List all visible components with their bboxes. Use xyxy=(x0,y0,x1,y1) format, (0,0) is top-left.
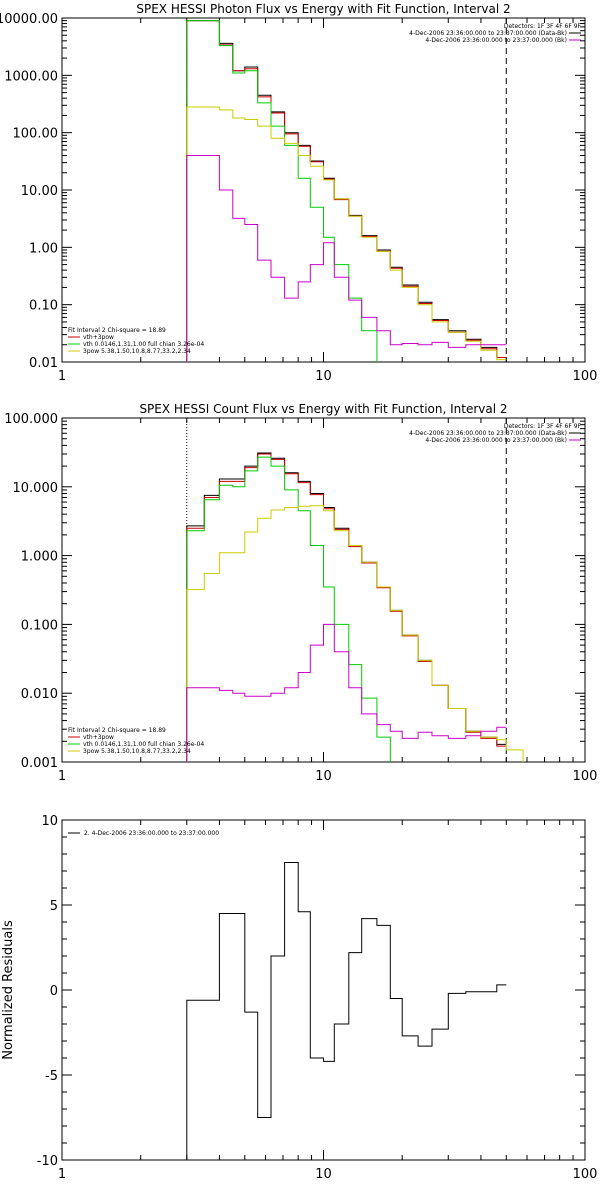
y-tick-label: 0.100 xyxy=(21,618,58,633)
y-tick-label: 10.000 xyxy=(13,481,59,496)
chart-panel-2: SPEX HESSI Count Flux vs Energy with Fit… xyxy=(4,402,597,784)
legend-entry-label: 4-Dec-2006 23:36:00.000 to 23:37:00.000 … xyxy=(425,437,567,444)
y-tick-label: 10.00 xyxy=(21,184,58,199)
x-tick-label: 1 xyxy=(58,769,66,784)
legend-fit-header: Fit Interval 2 Chi-square = 18.89 xyxy=(68,327,166,334)
x-tick-label: 1 xyxy=(58,1167,66,1182)
y-tick-label: 100.00 xyxy=(13,127,59,142)
y-tick-label: 1000.00 xyxy=(4,69,58,84)
legend-entry-label: 3pow 5.38,1.50,10.8,8.77,33.2,2.34 xyxy=(83,348,191,355)
chart-title: SPEX HESSI Photon Flux vs Energy with Fi… xyxy=(136,2,510,16)
legend-entry-label: 4-Dec-2006 23:36:00.000 to 23:37:00.000 … xyxy=(409,30,567,37)
series-line-bk xyxy=(186,623,507,762)
legend-entry-label: 3pow 5.38,1.50,10.8,8.77,33.2,2.34 xyxy=(83,748,191,755)
x-tick-label: 10 xyxy=(315,769,332,784)
y-tick-label: 0.001 xyxy=(21,756,58,771)
y-tick-label: 100.000 xyxy=(4,412,58,427)
legend-entry-label: 2. 4-Dec-2006 23:36:00.000 to 23:37:00.0… xyxy=(84,830,219,837)
y-tick-label: 10 xyxy=(41,814,58,829)
y-tick-label: 5 xyxy=(50,899,58,914)
y-tick-label: 1.00 xyxy=(29,241,58,256)
series-line-bk xyxy=(186,155,507,362)
series-line-3pow xyxy=(186,505,524,762)
x-tick-label: 10 xyxy=(315,369,332,384)
chart-panel-1: SPEX HESSI Photon Flux vs Energy with Fi… xyxy=(0,2,597,384)
series-line-3pow xyxy=(186,106,507,362)
x-tick-label: 100 xyxy=(573,369,598,384)
y-tick-label: -10 xyxy=(37,1154,58,1169)
legend-detectors: Detectors: 1F 3F 4F 6F 9F xyxy=(504,23,582,30)
legend-entry-label: 4-Dec-2006 23:36:00.000 to 23:37:00.000 … xyxy=(425,37,567,44)
y-tick-label: 0.010 xyxy=(21,687,58,702)
x-tick-label: 1 xyxy=(58,369,66,384)
series-line-vth xyxy=(186,20,378,362)
legend-entry-label: vth+3pow xyxy=(83,334,114,341)
legend-detectors: Detectors: 1F 3F 4F 6F 9F xyxy=(504,423,582,430)
chart-panel-3: Normalized Residuals 1 10 100 -10 -5 0 5 10 2. 4-… xyxy=(1,814,597,1182)
y-tick-label: 0.10 xyxy=(29,299,58,314)
y-tick-label: 1.000 xyxy=(21,550,58,565)
legend-entry-label: 4-Dec-2006 23:36:00.000 to 23:37:00.000 … xyxy=(409,430,567,437)
x-tick-label: 100 xyxy=(573,1167,598,1182)
y-tick-label: 10000.00 xyxy=(0,12,58,27)
y-axis-label: Normalized Residuals xyxy=(1,920,16,1060)
y-tick-label: 0 xyxy=(50,984,58,999)
series-line-residuals xyxy=(186,862,507,1160)
chart-title: SPEX HESSI Count Flux vs Energy with Fit… xyxy=(139,402,507,416)
legend-entry-label: vth 0.0146,1.31,1.00 full chian 3.26e-04 xyxy=(83,741,204,748)
x-tick-label: 100 xyxy=(573,769,598,784)
legend-entry-label: vth+3pow xyxy=(83,734,114,741)
legend-entry-label: vth 0.0146,1.31,1.00 full chian 3.26e-04 xyxy=(83,341,204,348)
y-tick-label: 0.01 xyxy=(29,356,58,371)
legend-fit-header: Fit Interval 2 Chi-square = 18.89 xyxy=(68,727,166,734)
y-tick-label: -5 xyxy=(45,1069,58,1084)
series-line-vth xyxy=(186,456,391,762)
x-tick-label: 10 xyxy=(315,1167,332,1182)
